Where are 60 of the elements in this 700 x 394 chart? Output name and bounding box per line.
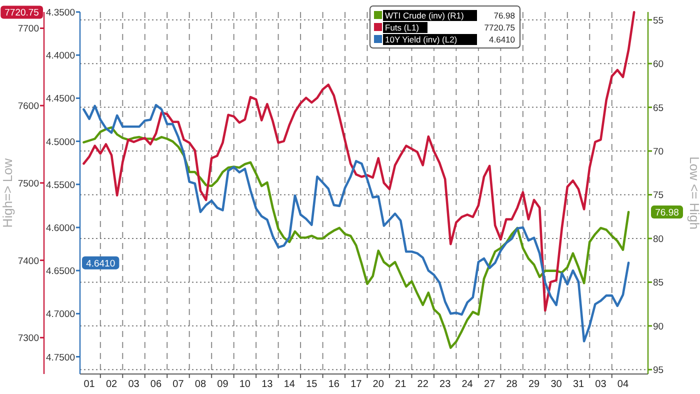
x-tick-label: 24 xyxy=(462,379,474,390)
x-tick-label: 09 xyxy=(217,379,229,390)
x-tick-label: 01 xyxy=(84,379,96,390)
y-tick-label: 7400 xyxy=(18,256,39,267)
y3-tick-label: 60 xyxy=(653,59,664,70)
y2-tick-label: 4.5000 xyxy=(46,136,75,148)
x-tick-label: 13 xyxy=(262,379,274,390)
x-tick-label: 02 xyxy=(106,379,118,390)
text: 7720.75 xyxy=(4,8,39,19)
x-tick-label: 06 xyxy=(150,379,162,390)
x-tick-label: 27 xyxy=(484,379,496,390)
x-tick-label: 31 xyxy=(572,379,585,390)
y3-axis-title: Low <= High xyxy=(687,156,700,230)
x-tick-label: 30 xyxy=(550,379,562,390)
y2-tick-label: 4.7000 xyxy=(46,309,75,320)
text: 76.98 xyxy=(655,208,679,219)
x-tick-label: 17 xyxy=(350,379,362,390)
legend-label: WTI Crude (inv) (R1) xyxy=(385,10,464,20)
legend-label: 10Y Yield (inv) (L2) xyxy=(385,34,458,44)
y-tick-label: 7300 xyxy=(18,333,39,344)
y3-tick-label: 85 xyxy=(653,278,664,289)
x-tick-label: 22 xyxy=(417,379,429,390)
line-series xyxy=(82,11,636,312)
x-tick-label: 21 xyxy=(395,379,407,390)
x-tick-label: 08 xyxy=(194,379,206,390)
y3-tick-label: 80 xyxy=(653,234,664,245)
y3-tick-label: 75 xyxy=(653,190,664,202)
x-tick-label: 29 xyxy=(528,379,540,390)
x-tick-label: 03 xyxy=(595,379,607,390)
legend-label: Futs (L1) xyxy=(385,22,420,32)
y-tick-label: 7600 xyxy=(18,101,39,112)
x-tick-label: 28 xyxy=(506,379,518,390)
y2-tick-label: 4.6000 xyxy=(46,222,75,234)
y2-tick-label: 4.7500 xyxy=(46,352,75,364)
annotation: 7720.75 xyxy=(484,22,516,32)
x-tick-label: 03 xyxy=(128,379,140,390)
y3-tick-label: 90 xyxy=(653,321,664,332)
x-tick-label: 15 xyxy=(306,379,318,390)
y2-tick-label: 4.6500 xyxy=(46,266,75,278)
y-tick-label: 7700 xyxy=(18,24,39,35)
annotation: 4.6410 xyxy=(489,34,516,44)
x-tick-label: 20 xyxy=(372,379,384,390)
x-tick-label: 10 xyxy=(239,379,251,390)
y2-tick-label: 4.3500 xyxy=(46,8,75,18)
text: 4.6410 xyxy=(86,258,116,270)
y-axis-title: High=> Low xyxy=(0,158,15,228)
y3-tick-label: 70 xyxy=(653,146,664,158)
x-tick-label: 07 xyxy=(172,379,184,390)
y3-tick-label: 55 xyxy=(653,15,664,26)
y-tick-label: 7500 xyxy=(18,178,39,190)
x-tick-label: 14 xyxy=(284,379,296,390)
y3-tick-label: 65 xyxy=(653,102,664,114)
x-tick-label: 23 xyxy=(440,379,452,390)
x-tick-label: 16 xyxy=(328,379,340,390)
y2-tick-label: 4.4500 xyxy=(46,94,75,105)
y2-tick-label: 4.5500 xyxy=(46,180,75,191)
y2-tick-label: 4.4000 xyxy=(46,50,75,62)
y3-tick-label: 95 xyxy=(653,365,664,376)
annotation: 76.98 xyxy=(494,10,516,20)
x-tick-label: 04 xyxy=(617,379,629,390)
